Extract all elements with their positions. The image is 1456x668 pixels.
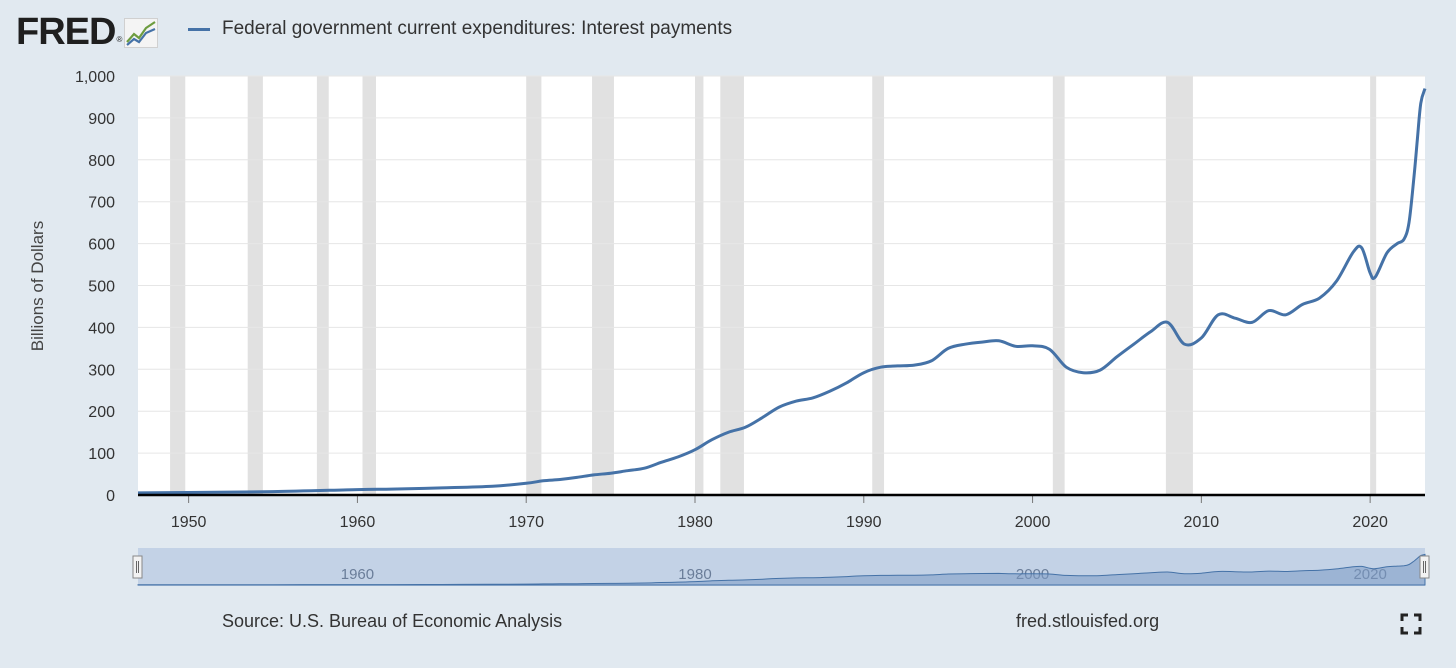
x-tick-label: 1980 <box>677 514 713 531</box>
legend[interactable]: Federal government current expenditures:… <box>188 18 732 40</box>
chart-header: FRED ® Federal government current expend… <box>0 0 1456 64</box>
navigator-tick-label: 1980 <box>678 566 711 583</box>
fred-logo-text: FRED <box>16 11 116 53</box>
line-chart-icon <box>124 18 159 48</box>
y-tick-label: 100 <box>88 446 115 463</box>
y-tick-label: 0 <box>106 488 115 505</box>
x-tick-label: 1950 <box>171 514 207 531</box>
fred-logo[interactable]: FRED ® <box>16 10 159 54</box>
x-tick-label: 2020 <box>1352 514 1388 531</box>
navigator-right-handle[interactable] <box>1419 555 1430 579</box>
x-tick-label: 2010 <box>1184 514 1220 531</box>
navigator-series-area <box>137 553 1426 586</box>
fullscreen-icon[interactable] <box>1400 613 1422 635</box>
y-axis-label: Billions of Dollars <box>28 221 47 351</box>
legend-series-swatch <box>188 27 210 31</box>
series-group <box>137 88 1427 495</box>
source-note: Source: U.S. Bureau of Economic Analysis <box>222 611 563 631</box>
x-tick-label: 2000 <box>1015 514 1051 531</box>
series-line <box>137 88 1427 495</box>
fred-registered-mark: ® <box>116 35 123 44</box>
y-tick-label: 800 <box>88 153 115 170</box>
y-tick-label: 500 <box>88 279 115 296</box>
y-tick-label: 200 <box>88 404 115 421</box>
y-tick-label: 400 <box>88 320 115 337</box>
navigator-tick-label: 1960 <box>341 566 374 583</box>
y-tick-label: 600 <box>88 237 115 254</box>
site-link[interactable]: fred.stlouisfed.org <box>1016 611 1160 631</box>
x-tick-labels: 1950 1960 1970 1980 1990 2000 2010 2020 <box>171 495 1388 531</box>
navigator-left-handle[interactable] <box>132 555 143 579</box>
y-tick-label: 700 <box>88 195 115 212</box>
legend-series-label: Federal government current expenditures:… <box>222 18 733 39</box>
y-tick-labels: 0 100 200 300 400 500 600 700 800 900 1,000 <box>75 69 115 505</box>
y-tick-label: 1,000 <box>75 69 115 86</box>
y-gridlines <box>138 75 1425 454</box>
y-tick-label: 300 <box>88 362 115 379</box>
y-tick-label: 900 <box>88 111 115 128</box>
x-tick-label: 1960 <box>340 514 376 531</box>
x-tick-label: 1970 <box>508 514 544 531</box>
x-tick-label: 1990 <box>846 514 882 531</box>
navigator[interactable]: 1960198020002020 <box>132 548 1430 586</box>
